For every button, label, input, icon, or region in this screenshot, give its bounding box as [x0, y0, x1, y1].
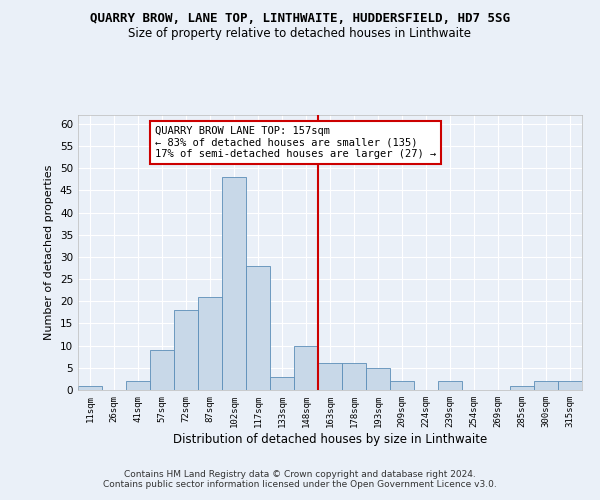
Bar: [174, 310, 198, 390]
Bar: [150, 350, 174, 390]
Bar: [294, 346, 318, 390]
Bar: [390, 381, 414, 390]
Bar: [222, 177, 246, 390]
Bar: [78, 386, 102, 390]
Text: QUARRY BROW, LANE TOP, LINTHWAITE, HUDDERSFIELD, HD7 5SG: QUARRY BROW, LANE TOP, LINTHWAITE, HUDDE…: [90, 12, 510, 26]
Y-axis label: Number of detached properties: Number of detached properties: [44, 165, 55, 340]
Bar: [198, 297, 222, 390]
Bar: [558, 381, 582, 390]
Bar: [246, 266, 270, 390]
Text: Size of property relative to detached houses in Linthwaite: Size of property relative to detached ho…: [128, 28, 472, 40]
Bar: [534, 381, 558, 390]
Bar: [366, 368, 390, 390]
Bar: [270, 376, 294, 390]
X-axis label: Distribution of detached houses by size in Linthwaite: Distribution of detached houses by size …: [173, 432, 487, 446]
Bar: [318, 364, 342, 390]
Bar: [510, 386, 534, 390]
Text: Contains HM Land Registry data © Crown copyright and database right 2024.
Contai: Contains HM Land Registry data © Crown c…: [103, 470, 497, 489]
Bar: [342, 364, 366, 390]
Bar: [438, 381, 462, 390]
Bar: [126, 381, 150, 390]
Text: QUARRY BROW LANE TOP: 157sqm
← 83% of detached houses are smaller (135)
17% of s: QUARRY BROW LANE TOP: 157sqm ← 83% of de…: [155, 126, 436, 160]
